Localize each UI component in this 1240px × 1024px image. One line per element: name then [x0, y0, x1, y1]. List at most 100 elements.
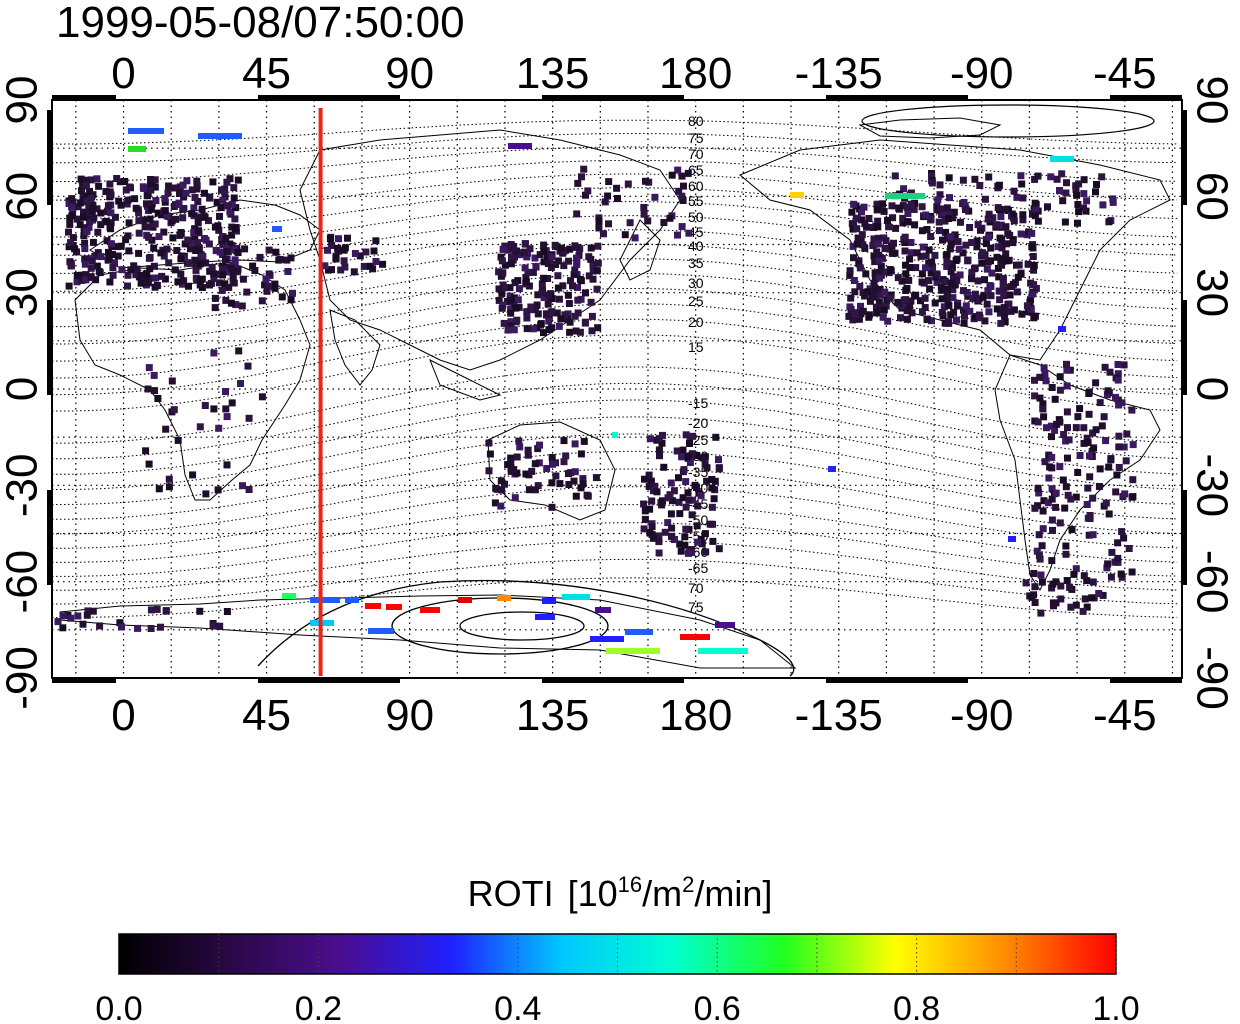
roti-obs-canada [1074, 219, 1081, 227]
roti-obs-europe [91, 252, 99, 260]
roti-obs-north-america [858, 216, 866, 224]
frame-band-bottom [1110, 678, 1182, 683]
roti-obs-antarctic-west [84, 607, 92, 615]
roti-obs-australia [504, 461, 512, 469]
roti-obs-north-america [899, 214, 907, 222]
mag-lat-contour [52, 173, 1178, 220]
roti-obs-north-america [922, 264, 929, 272]
roti-obs-east-asia [559, 282, 567, 290]
roti-obs-europe [160, 228, 168, 236]
roti-obs-north-america [1005, 300, 1013, 308]
mag-lat-contour [52, 334, 1178, 412]
contour-label-north: 50 [688, 209, 704, 225]
roti-obs-east-asia [588, 312, 596, 320]
roti-obs-europe-east [229, 270, 237, 278]
roti-obs-pacific [682, 478, 690, 486]
roti-obs-europe [65, 243, 73, 251]
frame-band-right [1182, 300, 1187, 395]
roti-obs-europe-east [289, 289, 296, 297]
roti-obs-europe [139, 216, 147, 224]
roti-obs-east-asia [551, 241, 559, 249]
mag-lat-contour [52, 258, 1178, 328]
roti-obs-europe [68, 212, 76, 220]
roti-obs-high [790, 192, 804, 198]
roti-obs-europe [65, 282, 73, 290]
roti-obs-europe [206, 194, 214, 202]
roti-obs-europe [151, 183, 159, 191]
roti-obs-pacific [655, 538, 663, 546]
roti-obs-antarctic-west [153, 605, 161, 613]
roti-obs-east-asia [570, 271, 578, 278]
roti-obs-europe [102, 188, 110, 195]
roti-obs-europe [105, 248, 112, 256]
roti-obs-canada [1059, 197, 1067, 205]
mag-lat-contour [52, 318, 1178, 396]
roti-obs-north-america [869, 242, 877, 249]
roti-obs-africa [165, 483, 173, 491]
roti-obs-east-asia [553, 309, 561, 317]
mag-lat-contour [52, 522, 1178, 577]
contour-label-south: -20 [688, 415, 708, 431]
roti-obs-canada [1044, 203, 1051, 211]
roti-obs-europe [132, 271, 140, 279]
roti-obs-east-asia [542, 310, 550, 318]
roti-obs-central-asia [340, 257, 348, 265]
roti-obs-south-america [1089, 494, 1097, 502]
contour-label-north: 15 [688, 339, 704, 355]
mag-lat-contour [51, 468, 1178, 535]
roti-obs-north-america [879, 313, 887, 321]
roti-obs-south-america [1040, 497, 1048, 505]
roti-obs-north-america [963, 289, 971, 296]
roti-obs-europe-east [287, 254, 295, 262]
roti-obs-pacific [645, 483, 653, 490]
roti-obs-north-america [874, 223, 882, 231]
roti-obs-australia [548, 479, 556, 487]
roti-obs-siberia [601, 198, 609, 206]
roti-obs-europe [109, 264, 117, 271]
roti-obs-africa [222, 405, 230, 413]
roti-obs-east-asia [498, 257, 506, 265]
roti-obs-pacific [691, 481, 699, 489]
roti-obs-europe [193, 185, 201, 193]
roti-obs-east-asia [566, 245, 574, 253]
roti-obs-east-asia [544, 253, 551, 260]
roti-obs-europe [122, 236, 130, 244]
roti-obs-north-america [873, 200, 881, 208]
roti-obs-pacific [667, 479, 675, 487]
roti-obs-antarctic-west [216, 622, 224, 630]
roti-obs-europe [93, 205, 101, 213]
roti-obs-siberia [600, 230, 607, 238]
roti-obs-east-asia [565, 300, 573, 307]
roti-obs-canada [895, 205, 903, 213]
roti-obs-europe-east [265, 246, 273, 254]
roti-obs-canada [1105, 218, 1113, 226]
roti-obs-north-america [988, 269, 996, 277]
roti-obs-europe [194, 198, 202, 205]
roti-obs-north-america [876, 274, 884, 282]
roti-obs-australia [497, 502, 505, 510]
roti-obs-north-america [968, 269, 976, 277]
roti-obs-north-america [901, 233, 909, 241]
roti-obs-europe [125, 247, 133, 255]
tick-label-left-lat: 30 [0, 268, 47, 317]
contour-label-south: 70 [688, 580, 704, 596]
roti-obs-high [282, 593, 296, 599]
roti-obs-south-america [1101, 363, 1109, 371]
roti-obs-east-asia [594, 259, 602, 267]
roti-obs-north-america [984, 258, 992, 266]
roti-obs-europe [103, 237, 111, 245]
roti-obs-siberia [678, 223, 686, 231]
roti-obs-canada [903, 203, 911, 211]
roti-obs-europe [201, 189, 208, 197]
roti-obs-europe [199, 253, 207, 261]
roti-obs-east-asia [511, 279, 519, 287]
roti-obs-south-america [1108, 548, 1116, 556]
roti-obs-east-asia [507, 309, 515, 317]
roti-obs-north-america [944, 285, 951, 293]
roti-obs-europe [82, 176, 90, 184]
mag-lat-contour [52, 366, 1178, 444]
roti-obs-pacific [648, 497, 656, 505]
roti-obs-europe [180, 193, 188, 201]
roti-obs-australia [497, 477, 505, 485]
roti-obs-europe [83, 197, 91, 205]
